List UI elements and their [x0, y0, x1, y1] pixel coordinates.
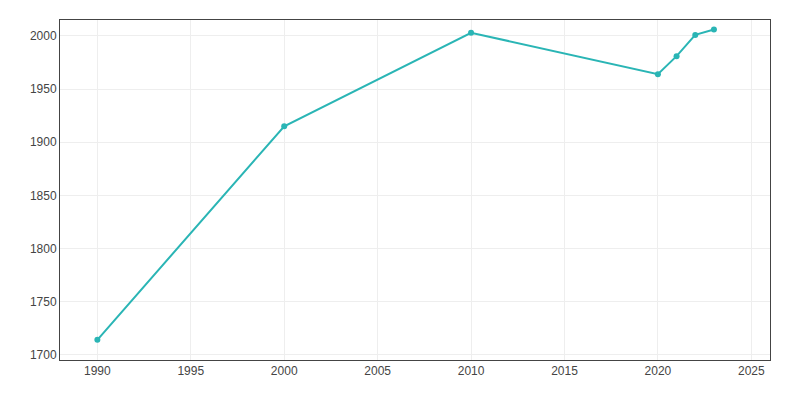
svg-text:1750: 1750	[30, 295, 57, 309]
svg-text:1800: 1800	[30, 242, 57, 256]
svg-text:2000: 2000	[30, 29, 57, 43]
svg-text:2000: 2000	[271, 364, 298, 378]
svg-text:1990: 1990	[84, 364, 111, 378]
svg-text:2025: 2025	[738, 364, 765, 378]
svg-text:1950: 1950	[30, 82, 57, 96]
svg-text:1995: 1995	[177, 364, 204, 378]
svg-text:1850: 1850	[30, 189, 57, 203]
svg-text:2005: 2005	[364, 364, 391, 378]
svg-text:2020: 2020	[645, 364, 672, 378]
svg-text:2010: 2010	[458, 364, 485, 378]
svg-text:2015: 2015	[551, 364, 578, 378]
svg-text:1700: 1700	[30, 348, 57, 362]
svg-text:1900: 1900	[30, 135, 57, 149]
